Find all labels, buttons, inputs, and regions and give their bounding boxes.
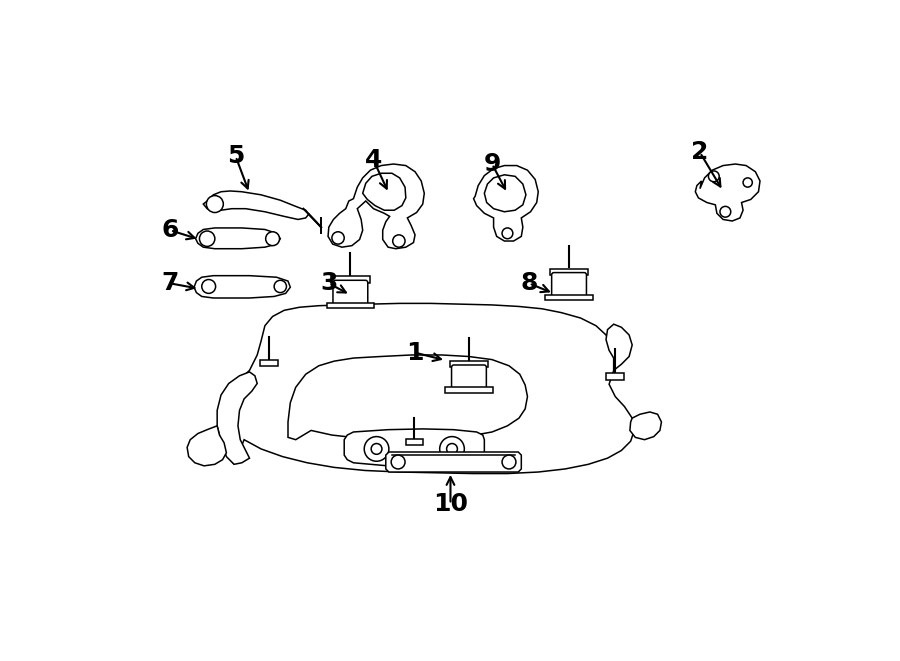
Circle shape xyxy=(200,231,215,247)
Text: 10: 10 xyxy=(433,492,468,516)
Circle shape xyxy=(392,235,405,247)
Polygon shape xyxy=(484,175,526,212)
Polygon shape xyxy=(219,303,634,473)
Polygon shape xyxy=(446,387,492,393)
Circle shape xyxy=(332,232,344,244)
Circle shape xyxy=(446,444,457,454)
Text: 8: 8 xyxy=(520,272,537,295)
Polygon shape xyxy=(406,439,423,445)
Polygon shape xyxy=(386,452,521,472)
Polygon shape xyxy=(217,372,257,464)
Text: 1: 1 xyxy=(406,340,424,365)
Circle shape xyxy=(720,206,731,217)
Circle shape xyxy=(202,280,216,293)
Polygon shape xyxy=(328,164,424,249)
Polygon shape xyxy=(545,295,593,301)
Circle shape xyxy=(206,196,223,213)
Polygon shape xyxy=(203,191,309,219)
FancyBboxPatch shape xyxy=(333,280,368,305)
Circle shape xyxy=(743,178,752,187)
Text: 3: 3 xyxy=(320,272,338,295)
FancyBboxPatch shape xyxy=(452,365,486,389)
Circle shape xyxy=(502,455,516,469)
Polygon shape xyxy=(344,429,484,467)
Polygon shape xyxy=(449,361,489,368)
Text: 9: 9 xyxy=(483,152,500,176)
Text: 4: 4 xyxy=(364,148,382,172)
Polygon shape xyxy=(630,412,662,440)
Polygon shape xyxy=(327,303,374,308)
Polygon shape xyxy=(194,276,291,298)
Circle shape xyxy=(392,455,405,469)
Text: 7: 7 xyxy=(161,272,179,295)
Polygon shape xyxy=(259,360,278,366)
FancyBboxPatch shape xyxy=(552,272,587,297)
Text: 5: 5 xyxy=(227,144,244,169)
Circle shape xyxy=(502,228,513,239)
Circle shape xyxy=(274,280,286,293)
Text: 2: 2 xyxy=(691,141,708,165)
Circle shape xyxy=(440,437,464,461)
Polygon shape xyxy=(550,269,589,275)
Polygon shape xyxy=(331,276,370,283)
Polygon shape xyxy=(606,324,632,370)
Circle shape xyxy=(708,171,719,182)
Circle shape xyxy=(266,232,280,246)
Polygon shape xyxy=(696,164,760,221)
Circle shape xyxy=(364,437,389,461)
Polygon shape xyxy=(606,373,625,379)
Circle shape xyxy=(371,444,382,454)
Polygon shape xyxy=(288,355,527,440)
Polygon shape xyxy=(363,173,406,210)
Polygon shape xyxy=(187,426,227,466)
Text: 6: 6 xyxy=(161,218,179,242)
Polygon shape xyxy=(195,228,280,249)
Polygon shape xyxy=(473,165,538,241)
